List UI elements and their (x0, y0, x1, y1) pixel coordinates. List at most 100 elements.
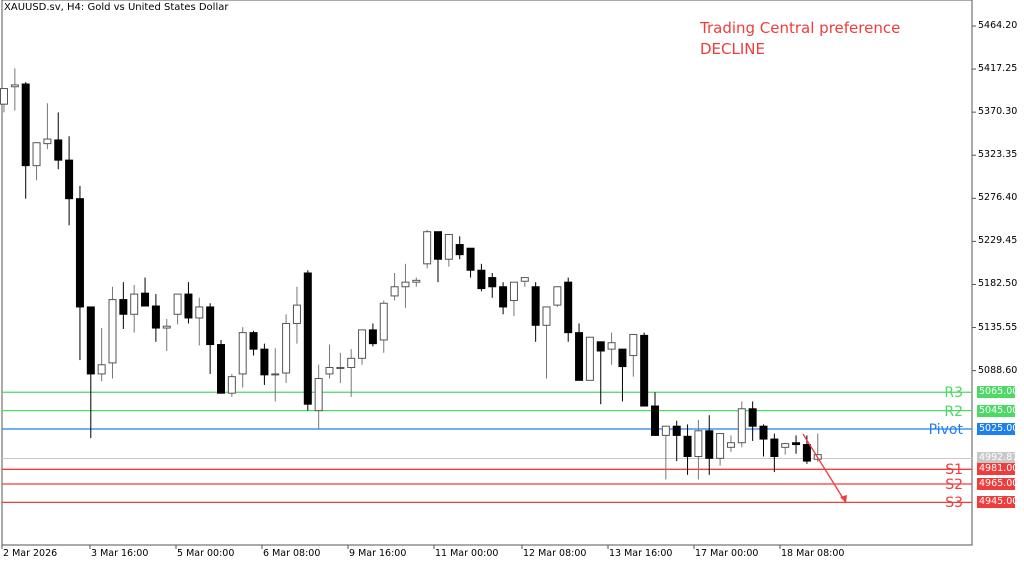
bear-candle (683, 435, 692, 457)
trend-arrow-line (802, 433, 847, 504)
level-label-s3: S3 (945, 495, 963, 512)
y-tick-label: 5464.20 (978, 20, 1018, 31)
bear-candle (206, 306, 215, 346)
level-label-r3: R3 (944, 385, 963, 402)
bull-candle (32, 142, 41, 167)
bull-candle (358, 329, 367, 359)
x-tick-label: 17 Mar 00:00 (695, 548, 759, 559)
bull-candle (444, 233, 453, 260)
bull-candle (271, 373, 280, 376)
level-price-tag-r3: 5065.00 (977, 386, 1019, 399)
bear-candle (531, 286, 540, 326)
preference-label: Trading Central preference (700, 19, 901, 37)
bear-candle (434, 231, 442, 260)
bear-candle (759, 425, 768, 440)
bull-candle (390, 286, 399, 297)
bear-candle (575, 332, 584, 381)
x-tick-label: 3 Mar 16:00 (91, 548, 149, 559)
x-tick-label: 5 Mar 00:00 (177, 548, 235, 559)
bear-candle (75, 198, 84, 308)
bull-candle (292, 304, 301, 324)
bull-candle (130, 293, 139, 315)
bear-candle (260, 348, 269, 376)
bull-candle (781, 443, 790, 448)
bear-candle (477, 269, 486, 290)
x-tick-label: 13 Mar 16:00 (609, 548, 673, 559)
level-price-tag-r2: 5045.00 (977, 404, 1019, 417)
plot-frame (1, 0, 973, 546)
bear-candle (119, 299, 128, 315)
x-tick-label: 11 Mar 00:00 (435, 548, 499, 559)
bear-candle (651, 405, 659, 436)
bull-candle (336, 366, 345, 369)
bull-candle (325, 366, 334, 375)
bear-candle (564, 281, 573, 334)
bull-candle (401, 281, 410, 288)
level-price-tag-s2: 4965.00 (977, 478, 1019, 491)
y-tick-label: 5417.25 (978, 63, 1018, 75)
bear-candle (217, 344, 225, 394)
level-price-tag-s3: 4945.00 (977, 496, 1019, 509)
bull-candle (726, 442, 735, 448)
bull-candle (716, 433, 725, 459)
y-tick-label: 5276.40 (978, 192, 1018, 204)
bull-candle (585, 336, 594, 381)
bull-candle (629, 333, 638, 357)
bull-candle (282, 322, 291, 374)
preference-direction: DECLINE (700, 40, 765, 58)
current-price-tag: 4992.87 (977, 452, 1019, 465)
x-tick-label: 2 Mar 2026 (3, 548, 58, 559)
x-tick-label: 9 Mar 16:00 (349, 548, 407, 559)
bull-candle (553, 286, 562, 306)
bull-candle (347, 357, 356, 368)
bull-candle (173, 293, 182, 315)
x-tick-label: 18 Mar 08:00 (781, 548, 845, 559)
bear-candle (151, 305, 160, 329)
trend-arrow-head (840, 495, 847, 503)
bull-candle (43, 138, 52, 145)
x-tick-label: 6 Mar 08:00 (263, 548, 321, 559)
level-label-r2: R2 (944, 403, 963, 420)
chart-title: XAUUSD.sv, H4: Gold vs United States Dol… (4, 2, 229, 13)
bull-candle (694, 430, 703, 457)
bear-candle (86, 306, 95, 375)
bear-candle (21, 83, 30, 167)
bull-candle (412, 279, 421, 283)
bull-candle (10, 84, 19, 88)
bear-candle (705, 430, 714, 459)
bear-candle (802, 444, 811, 462)
bull-candle (520, 277, 529, 282)
level-label-s1: S1 (945, 462, 963, 479)
y-tick-label: 5229.45 (978, 235, 1018, 247)
preference-annotation: Trading Central preference DECLINE (700, 18, 900, 60)
bull-candle (195, 306, 204, 319)
bull-candle (108, 299, 117, 364)
level-label-pivot: Pivot (928, 421, 963, 438)
bear-candle (368, 329, 377, 345)
bear-candle (640, 334, 649, 407)
bull-candle (661, 425, 670, 436)
level-price-tag-pivot: 5025.00 (977, 422, 1019, 435)
bear-candle (499, 286, 508, 308)
bull-candle (379, 302, 388, 341)
bear-candle (672, 425, 681, 436)
y-tick-label: 5370.30 (978, 106, 1018, 118)
bull-candle (0, 88, 8, 105)
bull-candle (227, 376, 236, 394)
y-tick-label: 5323.35 (978, 149, 1018, 161)
y-tick-label: 5088.60 (978, 364, 1018, 376)
y-tick-label: 5135.55 (978, 321, 1018, 333)
y-tick-label: 5182.50 (978, 278, 1018, 290)
bear-candle (488, 277, 497, 288)
bear-candle (54, 139, 63, 161)
bull-candle (314, 378, 323, 412)
bear-candle (184, 293, 193, 319)
bull-candle (238, 332, 247, 375)
level-price-tag-s1: 4981.00 (977, 463, 1019, 476)
x-tick-label: 12 Mar 08:00 (523, 548, 587, 559)
bear-candle (466, 247, 475, 271)
bear-candle (455, 244, 464, 256)
bull-candle (97, 364, 106, 375)
